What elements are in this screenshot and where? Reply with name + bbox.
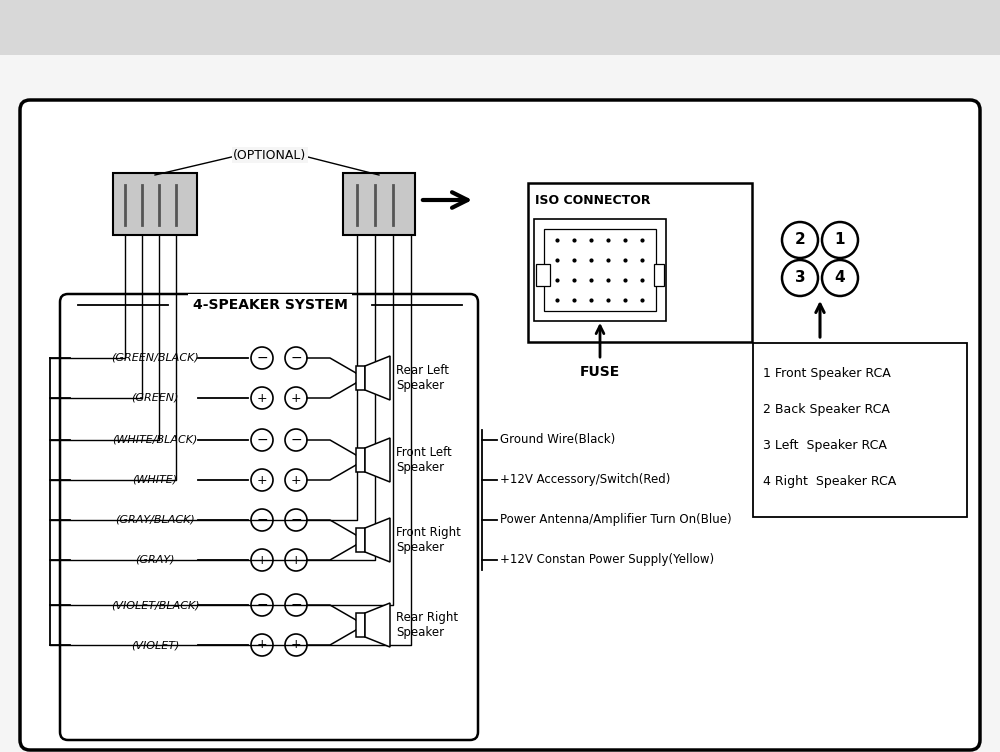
Polygon shape — [356, 366, 365, 390]
Text: (WHITE/BLACK): (WHITE/BLACK) — [112, 435, 198, 445]
Text: −: − — [290, 598, 302, 612]
Text: Rear Right
Speaker: Rear Right Speaker — [396, 611, 458, 639]
Text: (VIOLET/BLACK): (VIOLET/BLACK) — [111, 600, 199, 610]
Text: −: − — [290, 513, 302, 527]
Text: 4: 4 — [835, 271, 845, 286]
FancyBboxPatch shape — [654, 264, 664, 286]
FancyBboxPatch shape — [60, 294, 478, 740]
FancyBboxPatch shape — [0, 0, 1000, 55]
Text: ISO CONNECTOR: ISO CONNECTOR — [535, 193, 650, 207]
Text: +: + — [257, 474, 267, 487]
Text: (GRAY/BLACK): (GRAY/BLACK) — [115, 515, 195, 525]
Text: +12V Accessory/Switch(Red): +12V Accessory/Switch(Red) — [500, 474, 670, 487]
Polygon shape — [365, 356, 390, 400]
Text: −: − — [256, 513, 268, 527]
Text: 2 Back Speaker RCA: 2 Back Speaker RCA — [763, 402, 890, 416]
Text: (GRAY): (GRAY) — [135, 555, 175, 565]
Text: +12V Constan Power Supply(Yellow): +12V Constan Power Supply(Yellow) — [500, 553, 714, 566]
Text: +: + — [291, 392, 301, 405]
Text: FUSE: FUSE — [580, 365, 620, 379]
Text: 1: 1 — [835, 232, 845, 247]
FancyBboxPatch shape — [20, 100, 980, 750]
FancyBboxPatch shape — [534, 219, 666, 321]
Text: 3 Left  Speaker RCA: 3 Left Speaker RCA — [763, 438, 887, 451]
FancyBboxPatch shape — [528, 183, 752, 342]
Text: Front Left
Speaker: Front Left Speaker — [396, 446, 452, 474]
Polygon shape — [365, 518, 390, 562]
Text: Front Right
Speaker: Front Right Speaker — [396, 526, 461, 554]
Text: (OPTIONAL): (OPTIONAL) — [233, 148, 307, 162]
Text: Rear Left
Speaker: Rear Left Speaker — [396, 364, 449, 392]
Text: +: + — [291, 553, 301, 566]
Text: 4 Right  Speaker RCA: 4 Right Speaker RCA — [763, 475, 896, 487]
FancyBboxPatch shape — [536, 264, 550, 286]
FancyBboxPatch shape — [753, 343, 967, 517]
Text: +: + — [257, 392, 267, 405]
FancyBboxPatch shape — [544, 229, 656, 311]
Text: −: − — [256, 598, 268, 612]
FancyBboxPatch shape — [113, 173, 197, 235]
FancyBboxPatch shape — [343, 173, 415, 235]
Text: −: − — [256, 433, 268, 447]
Text: (VIOLET): (VIOLET) — [131, 640, 179, 650]
Text: +: + — [291, 638, 301, 651]
Polygon shape — [356, 528, 365, 552]
Text: 3: 3 — [795, 271, 805, 286]
Text: −: − — [290, 351, 302, 365]
Text: Power Antenna/Amplifier Turn On(Blue): Power Antenna/Amplifier Turn On(Blue) — [500, 514, 732, 526]
Text: −: − — [256, 351, 268, 365]
Text: Ground Wire(Black): Ground Wire(Black) — [500, 433, 615, 447]
Text: 2: 2 — [795, 232, 805, 247]
Polygon shape — [356, 448, 365, 472]
Text: +: + — [257, 553, 267, 566]
Text: +: + — [257, 638, 267, 651]
Polygon shape — [356, 613, 365, 637]
Text: 1 Front Speaker RCA: 1 Front Speaker RCA — [763, 366, 891, 380]
Text: (GREEN): (GREEN) — [131, 393, 179, 403]
Polygon shape — [365, 603, 390, 647]
Text: 4-SPEAKER SYSTEM: 4-SPEAKER SYSTEM — [193, 298, 347, 312]
Polygon shape — [365, 438, 390, 482]
Text: (WHITE): (WHITE) — [132, 475, 178, 485]
Text: +: + — [291, 474, 301, 487]
Text: (GREEN/BLACK): (GREEN/BLACK) — [111, 353, 199, 363]
Text: −: − — [290, 433, 302, 447]
